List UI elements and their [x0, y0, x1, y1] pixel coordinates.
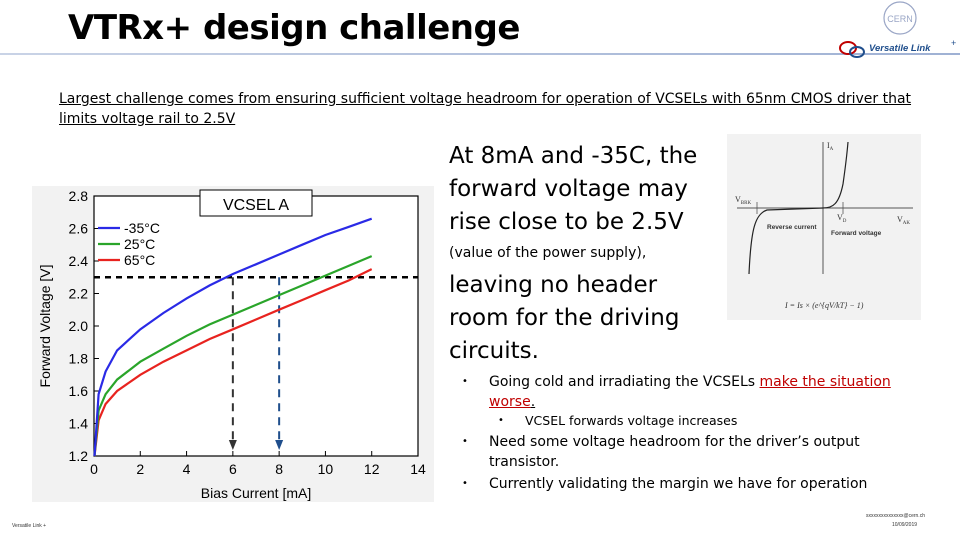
x-tick-label: 14	[410, 461, 426, 477]
cern-versatile-link-logo: CERN Versatile Link +	[839, 1, 956, 58]
vd-label: VD	[837, 213, 847, 224]
slide-title: VTRx+ design challenge	[68, 8, 520, 48]
x-tick-label: 2	[136, 461, 144, 477]
y-axis-title: Forward Voltage [V]	[37, 265, 53, 388]
reverse-current-box: Reverse current	[767, 224, 817, 231]
annotation-box	[199, 189, 313, 217]
x-tick-label: 12	[364, 461, 380, 477]
cern-text: CERN	[887, 14, 913, 24]
x-tick-label: 10	[318, 461, 334, 477]
vcsel-chart-svg: 0 2 4 6 8 10 12 14 1.2 1.4 1.6 1.8 2.0 2.2 2.4 2.6 2.8 Bi…	[37, 188, 426, 501]
bullet-2: • Need some voltage headroom for the dri…	[462, 432, 932, 472]
y-tick-label: 2.6	[69, 221, 89, 237]
versatile-link-text: Versatile Link	[869, 43, 931, 54]
bullet-list: • Going cold and irradiating the VCSELs …	[462, 372, 932, 494]
main-line-2: leaving no header room for the driving c…	[449, 272, 680, 364]
y-tick-label: 1.2	[69, 448, 89, 464]
main-line-1: At 8mA and -35C, the forward voltage may…	[449, 143, 698, 235]
i-axis-label: IA	[827, 141, 834, 152]
bullet-1-emphasis: make the situation worse	[489, 374, 891, 410]
marker-arrow-icon	[275, 440, 284, 450]
x-tick-label: 0	[90, 461, 98, 477]
vcsel-chart: 0 2 4 6 8 10 12 14 1.2 1.4 1.6 1.8 2.0 2.2 2.4 2.6 2.8 Bi…	[32, 186, 434, 502]
reverse-current-label: Reverse current	[767, 224, 817, 231]
series-line-25°C	[93, 255, 373, 457]
main-note: (value of the power supply),	[449, 245, 647, 261]
bullet-dot-icon: •	[498, 415, 504, 426]
y-tick-label: 2.2	[69, 286, 89, 302]
y-tick-label: 2.0	[69, 318, 89, 334]
sub-bullet-1-text: VCSEL forwards voltage increases	[525, 413, 738, 428]
footer-left: Versatile Link +	[12, 523, 47, 529]
y-tick-label: 2.4	[69, 253, 89, 269]
y-tick-label: 2.8	[69, 188, 89, 204]
bullet-dot-icon: •	[462, 478, 468, 489]
bullet-1-text: Going cold and irradiating the VCSELs	[489, 374, 760, 390]
bullet-3-text: Currently validating the margin we have …	[489, 476, 868, 492]
forward-voltage-label: Forward voltage	[831, 230, 882, 237]
vak-label: VAK	[897, 215, 910, 226]
plot-area	[93, 195, 419, 457]
y-tick-label: 1.4	[69, 416, 89, 432]
diode-iv-figure: IA VBRK VD VAK Reverse current Forward v…	[727, 134, 921, 320]
footer-email: sxxxxxxxxxxxxxx@cern.ch	[866, 513, 925, 519]
series-line-65°C	[93, 268, 373, 457]
legend-label: 65°C	[124, 252, 155, 268]
footer-date: 10/09/2019	[892, 522, 918, 528]
x-tick-label: 8	[275, 461, 283, 477]
y-tick-label: 1.8	[69, 351, 89, 367]
bullet-1: • Going cold and irradiating the VCSELs …	[462, 372, 932, 412]
main-paragraph: At 8mA and -35C, the forward voltage may…	[449, 140, 709, 368]
ring-blue-icon	[849, 46, 865, 58]
intro-text: Largest challenge comes from ensuring su…	[59, 91, 912, 127]
marker-arrow-icon	[228, 440, 237, 450]
bullet-1-end: .	[530, 394, 536, 410]
plus-mark: +	[951, 38, 956, 48]
annotation-text: VCSEL A	[223, 197, 289, 214]
bullet-3: • Currently validating the margin we hav…	[462, 474, 932, 494]
diode-iv-svg: IA VBRK VD VAK Reverse current Forward v…	[735, 141, 913, 310]
bullet-2-text: Need some voltage headroom for the drive…	[489, 434, 860, 470]
x-tick-label: 4	[183, 461, 191, 477]
sub-bullet-1: • VCSEL forwards voltage increases	[462, 412, 932, 430]
series-line--35°C	[93, 217, 373, 457]
legend-label: 25°C	[124, 236, 155, 252]
title-underline	[0, 53, 960, 55]
y-tick-label: 1.6	[69, 383, 89, 399]
diode-equation: I = Is × (e^{qV/kT} − 1)	[784, 301, 864, 310]
x-axis-title: Bias Current [mA]	[201, 485, 311, 501]
cern-circle-icon	[883, 1, 917, 35]
bullet-dot-icon: •	[462, 436, 468, 447]
x-tick-label: 6	[229, 461, 237, 477]
vbrk-label: VBRK	[735, 195, 751, 206]
iv-curve	[748, 141, 849, 275]
bullet-dot-icon: •	[462, 376, 468, 387]
legend-label: -35°C	[124, 220, 160, 236]
